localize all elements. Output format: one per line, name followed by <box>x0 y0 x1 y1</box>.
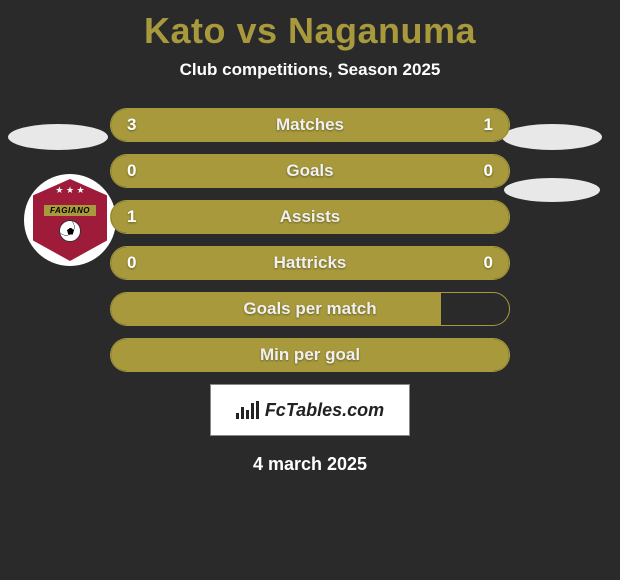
stat-label: Goals <box>111 155 509 187</box>
stat-row: Goals per match <box>110 292 510 326</box>
page-subtitle: Club competitions, Season 2025 <box>0 60 620 108</box>
stat-label: Goals per match <box>111 293 509 325</box>
stat-row: Min per goal <box>110 338 510 372</box>
date-label: 4 march 2025 <box>0 454 620 475</box>
stat-row: 00Hattricks <box>110 246 510 280</box>
stat-label: Matches <box>111 109 509 141</box>
stat-label: Hattricks <box>111 247 509 279</box>
stat-row: 00Goals <box>110 154 510 188</box>
bar-chart-icon <box>236 401 259 419</box>
stat-row: 1Assists <box>110 200 510 234</box>
stat-label: Assists <box>111 201 509 233</box>
stat-label: Min per goal <box>111 339 509 371</box>
stat-row: 31Matches <box>110 108 510 142</box>
stats-container: 31Matches 00Goals 1Assists 00Hattricks Goals… <box>0 108 620 372</box>
page-title: Kato vs Naganuma <box>0 0 620 60</box>
fctables-watermark: FcTables.com <box>210 384 410 436</box>
fctables-label: FcTables.com <box>265 400 384 421</box>
